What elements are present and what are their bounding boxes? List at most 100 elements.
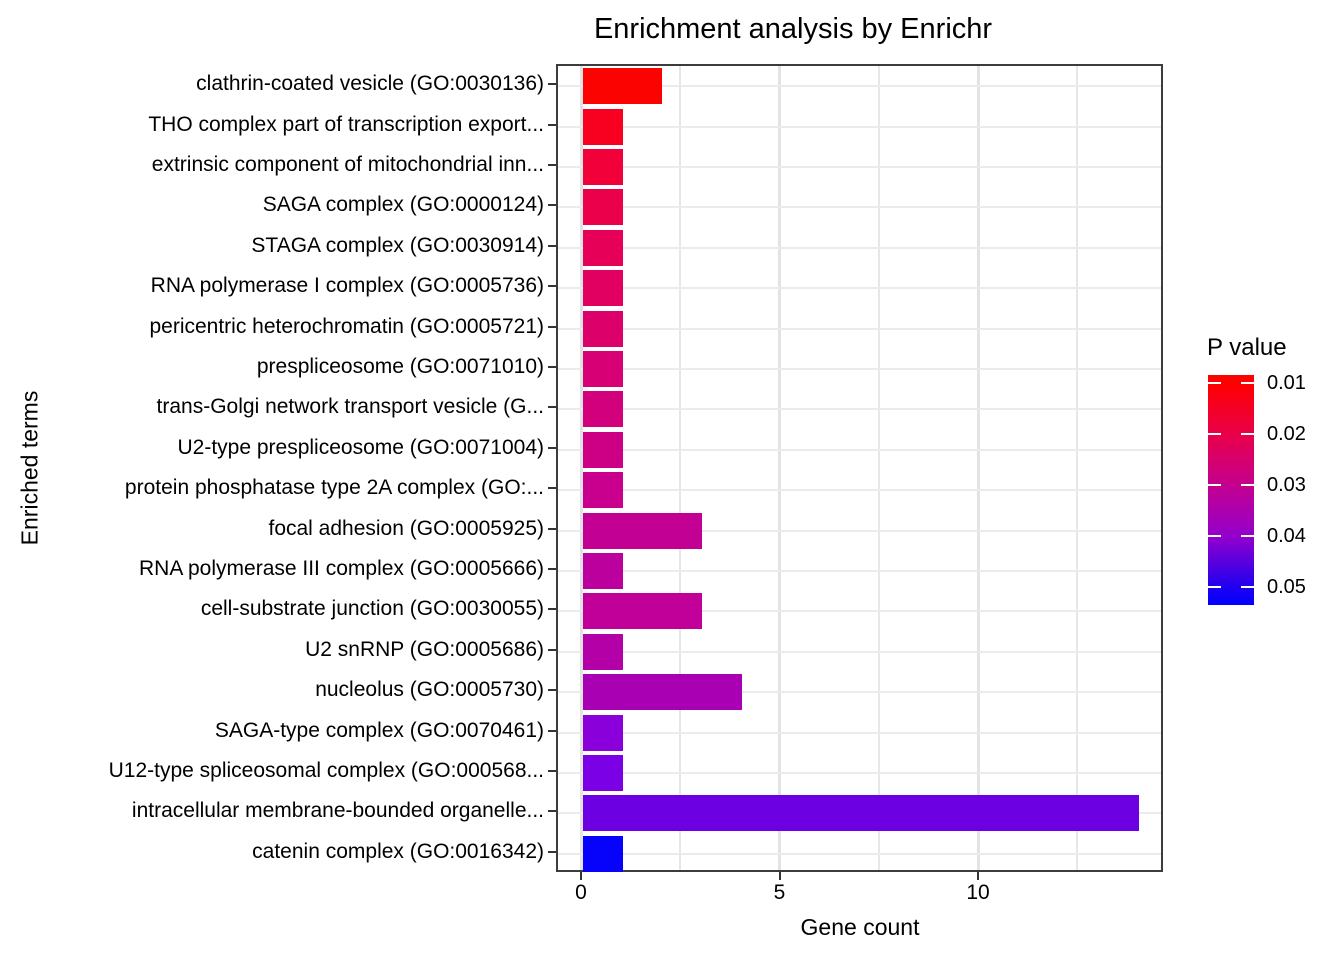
- colorbar-tick-mark: [1241, 535, 1254, 537]
- bar: [583, 351, 623, 387]
- bar: [583, 310, 623, 347]
- legend-tick-label: 0.03: [1267, 474, 1306, 496]
- category-label: STAGA complex (GO:0030914): [251, 233, 544, 257]
- y-axis-tick: [548, 608, 556, 611]
- bar: [583, 795, 1139, 832]
- gridline-horizontal: [558, 448, 1161, 451]
- legend-colorbar: [1208, 375, 1254, 605]
- y-axis-tick: [548, 325, 556, 328]
- category-label: cell-substrate junction (GO:0030055): [200, 597, 544, 621]
- gridline-vertical-minor: [679, 66, 682, 870]
- y-axis-tick: [548, 366, 556, 368]
- category-label: RNA polymerase III complex (GO:0005666): [138, 557, 544, 580]
- y-axis-tick: [548, 446, 556, 449]
- category-label: prespliceosome (GO:0071010): [256, 355, 544, 378]
- gridline-horizontal: [558, 691, 1161, 694]
- category-label: U2-type prespliceosome (GO:0071004): [177, 435, 544, 459]
- gridline-vertical-minor: [1076, 66, 1079, 870]
- y-axis-tick: [548, 285, 556, 288]
- gridline-horizontal: [558, 368, 1161, 370]
- bar: [583, 512, 703, 549]
- bar: [583, 553, 623, 589]
- category-label: SAGA-type complex (GO:0070461): [214, 718, 544, 742]
- x-tick-label: 10: [966, 881, 990, 904]
- bar: [583, 714, 623, 751]
- bar: [583, 755, 623, 791]
- bar: [583, 270, 623, 307]
- category-label: THO complex part of transcription export…: [148, 112, 544, 136]
- gridline-horizontal: [558, 327, 1161, 330]
- y-axis-tick: [548, 487, 556, 490]
- y-axis-tick: [548, 123, 556, 126]
- chart-title: Enrichment analysis by Enrichr: [593, 13, 993, 45]
- colorbar-tick-mark: [1241, 484, 1254, 486]
- colorbar-tick-mark: [1208, 484, 1221, 486]
- bar: [583, 391, 623, 428]
- x-axis-tick: [977, 872, 979, 880]
- y-axis-tick: [548, 83, 556, 86]
- gridline-horizontal: [558, 125, 1161, 128]
- gridline-vertical-minor: [877, 66, 880, 870]
- gridline-horizontal: [558, 408, 1161, 411]
- y-axis-tick: [548, 244, 556, 247]
- gridline-horizontal: [558, 246, 1161, 249]
- y-axis-tick: [548, 850, 556, 853]
- category-label: pericentric heterochromatin (GO:0005721): [149, 314, 544, 338]
- gridline-horizontal: [558, 570, 1161, 572]
- category-label: RNA polymerase I complex (GO:0005736): [150, 274, 544, 298]
- y-axis-tick: [548, 729, 556, 732]
- gridline-horizontal: [558, 852, 1161, 855]
- category-label: protein phosphatase type 2A complex (GO:…: [124, 476, 544, 500]
- bar: [583, 593, 703, 630]
- y-axis-tick: [548, 527, 556, 530]
- x-axis-tick: [778, 872, 781, 880]
- x-axis-tick: [580, 872, 582, 880]
- colorbar-tick-mark: [1208, 382, 1221, 384]
- colorbar-tick-mark: [1208, 535, 1221, 537]
- gridline-vertical-major: [976, 66, 980, 870]
- bar: [583, 633, 623, 670]
- category-label: nucleolus (GO:0005730): [315, 678, 544, 702]
- gridline-horizontal: [558, 731, 1161, 734]
- colorbar-tick-mark: [1241, 382, 1254, 384]
- gridline-horizontal: [558, 772, 1161, 774]
- colorbar-tick-mark: [1208, 586, 1221, 588]
- gridline-horizontal: [558, 166, 1161, 168]
- category-label: U2 snRNP (GO:0005686): [305, 637, 544, 661]
- gridline-horizontal: [558, 287, 1161, 290]
- legend-title: P value: [1207, 334, 1287, 361]
- category-label: focal adhesion (GO:0005925): [268, 516, 544, 540]
- y-axis-tick: [548, 689, 556, 692]
- y-axis-tick: [548, 568, 556, 570]
- gridline-vertical-major: [579, 66, 583, 870]
- x-tick-label: 5: [773, 881, 786, 904]
- legend-tick-label: 0.01: [1267, 372, 1306, 394]
- gridline-horizontal: [558, 610, 1161, 613]
- bar: [583, 68, 663, 105]
- y-axis-tick: [548, 164, 556, 166]
- colorbar-tick-mark: [1241, 586, 1254, 588]
- bar: [583, 108, 623, 145]
- gridline-horizontal: [558, 85, 1161, 88]
- category-label: intracellular membrane-bounded organelle…: [131, 799, 544, 823]
- bar: [583, 229, 623, 266]
- category-label: extrinsic component of mitochondrial inn…: [151, 153, 544, 176]
- legend-tick-label: 0.05: [1267, 576, 1306, 598]
- bar: [583, 835, 623, 872]
- category-label: catenin complex (GO:0016342): [252, 839, 544, 863]
- bar: [583, 431, 623, 468]
- gridline-horizontal: [558, 529, 1161, 532]
- colorbar-tick-mark: [1208, 433, 1221, 435]
- plot-panel: [556, 64, 1163, 872]
- y-axis-tick: [548, 810, 556, 813]
- bar: [583, 149, 623, 185]
- bar: [583, 189, 623, 226]
- gridline-horizontal: [558, 650, 1161, 653]
- y-axis-tick: [548, 406, 556, 409]
- gridline-vertical-major: [778, 66, 781, 870]
- x-axis-title: Gene count: [800, 914, 920, 940]
- gridline-horizontal: [558, 206, 1161, 209]
- category-label: U12-type spliceosomal complex (GO:000568…: [108, 759, 544, 782]
- bar: [583, 674, 742, 711]
- category-label: clathrin-coated vesicle (GO:0030136): [196, 72, 544, 96]
